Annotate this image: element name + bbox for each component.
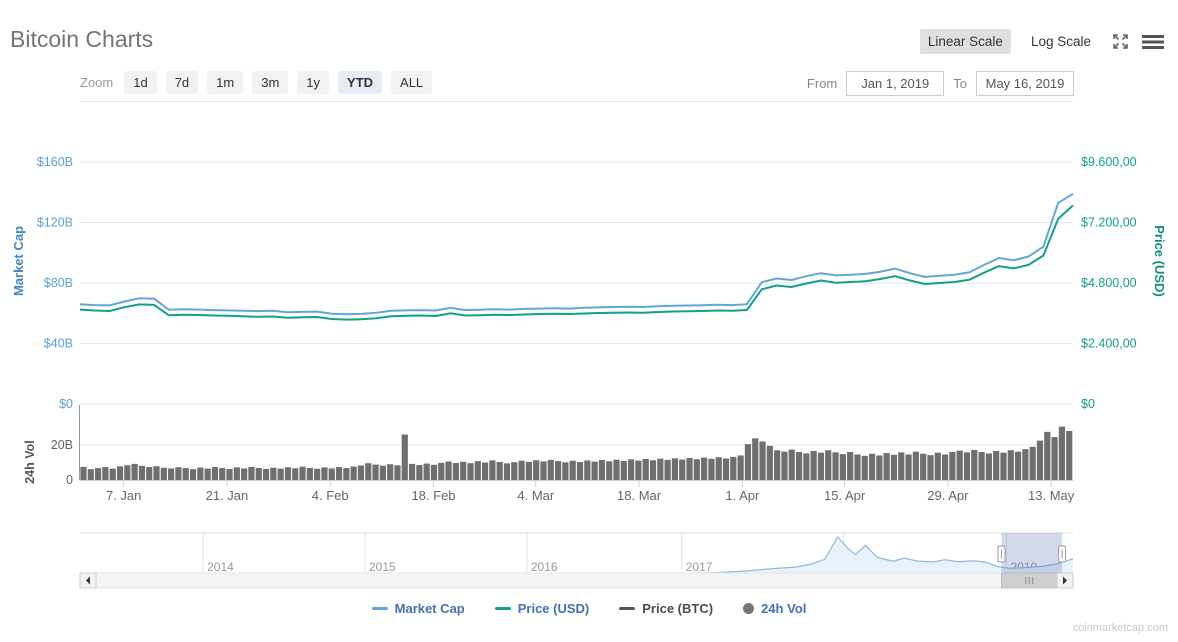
right-axis-tick: $9.600,00 xyxy=(1081,155,1137,169)
legend-item-price-usd-[interactable]: Price (USD) xyxy=(494,601,590,616)
legend-label: Market Cap xyxy=(394,601,465,616)
fullscreen-icon[interactable] xyxy=(1111,32,1130,51)
scale-controls: Linear Scale Log Scale xyxy=(919,29,1164,54)
zoom-range-buttons: Zoom 1d 7d 1m 3m 1y YTD ALL xyxy=(80,71,433,94)
x-axis-label: 7. Jan xyxy=(106,488,141,503)
x-axis-label: 13. May xyxy=(1028,488,1075,503)
volume-chart xyxy=(80,426,1073,481)
left-axis-tick: $0 xyxy=(59,397,73,411)
x-axis-label: 4. Mar xyxy=(517,488,555,503)
right-axis-title: Price (USD) xyxy=(1152,225,1167,297)
legend-item-24h-vol[interactable]: 24h Vol xyxy=(743,601,806,616)
left-axis-tick: $40B xyxy=(44,337,73,351)
right-axis-tick: $7.200,00 xyxy=(1081,216,1137,230)
zoom-button-3m[interactable]: 3m xyxy=(252,71,289,94)
volume-axis-title: 24h Vol xyxy=(23,440,37,484)
x-axis-label: 29. Apr xyxy=(927,488,969,503)
legend-label: 24h Vol xyxy=(761,601,807,616)
zoom-button-all[interactable]: ALL xyxy=(391,71,433,94)
chart-controls-row: Zoom 1d 7d 1m 3m 1y YTD ALL From To xyxy=(0,71,1178,97)
legend-swatch xyxy=(371,607,388,610)
date-range-controls: From To xyxy=(807,71,1074,96)
x-axis-label: 21. Jan xyxy=(206,488,249,503)
legend-swatch xyxy=(494,607,511,610)
zoom-button-1y[interactable]: 1y xyxy=(297,71,330,94)
scrollbar[interactable] xyxy=(79,572,1074,589)
from-label: From xyxy=(806,76,838,91)
main-chart xyxy=(79,101,1074,405)
from-date-input[interactable] xyxy=(846,71,945,96)
legend-label: Price (USD) xyxy=(517,601,590,616)
series-price-usd- xyxy=(79,204,1074,321)
scrollbar-track[interactable] xyxy=(95,572,1058,589)
x-axis-label: 18. Feb xyxy=(411,488,455,503)
to-date-input[interactable] xyxy=(976,71,1074,96)
left-axis-title: Market Cap xyxy=(11,226,26,296)
legend-swatch xyxy=(619,607,636,610)
legend-item-market-cap[interactable]: Market Cap xyxy=(371,601,465,616)
page-title: Bitcoin Charts xyxy=(10,26,154,52)
chart-area[interactable]: $160B $120B $80B $40B $0 $9.600,00 $7.200,00 $4… xyxy=(0,96,1178,596)
left-axis-tick: $80B xyxy=(44,276,73,290)
left-axis-tick: $120B xyxy=(37,216,73,230)
log-scale-button[interactable]: Log Scale xyxy=(1030,34,1091,49)
chart-canvas: $160B $120B $80B $40B $0 $9.600,00 $7.200,00 $4… xyxy=(11,101,1167,589)
zoom-button-1m[interactable]: 1m xyxy=(207,71,244,94)
zoom-button-1d[interactable]: 1d xyxy=(124,71,157,94)
right-axis-tick: $4.800,00 xyxy=(1081,276,1137,290)
navigator-year-label: 2017 xyxy=(686,560,713,574)
navigator[interactable]: 201420152016201720182019 xyxy=(80,532,1074,576)
zoom-button-7d[interactable]: 7d xyxy=(165,71,199,94)
to-label: To xyxy=(953,76,967,91)
legend-label: Price (BTC) xyxy=(642,601,714,616)
watermark: coinmarketcap.com xyxy=(1072,622,1168,634)
axes: $160B $120B $80B $40B $0 $9.600,00 $7.200,00 $4… xyxy=(11,155,1167,503)
series-market-cap xyxy=(79,192,1074,316)
x-axis-label: 15. Apr xyxy=(824,488,866,503)
chart-legend: Market Cap Price (USD) Price (BTC) 24h Vol xyxy=(0,601,1178,616)
legend-item-price-btc-[interactable]: Price (BTC) xyxy=(619,601,713,616)
chart-menu-icon[interactable] xyxy=(1142,34,1164,50)
zoom-button-ytd[interactable]: YTD xyxy=(338,71,383,94)
x-axis-label: 1. Apr xyxy=(725,488,760,503)
volume-tick: 20B xyxy=(51,438,73,452)
right-axis-tick: $2.400,00 xyxy=(1081,337,1137,351)
navigator-selected-range[interactable] xyxy=(1001,533,1063,575)
volume-tick: 0 xyxy=(66,473,73,487)
x-axis-label: 4. Feb xyxy=(312,488,349,503)
right-axis-tick: $0 xyxy=(1081,397,1095,411)
left-axis-tick: $160B xyxy=(37,155,73,169)
zoom-label: Zoom xyxy=(80,75,114,90)
navigator-year-label: 2016 xyxy=(531,560,558,574)
legend-swatch xyxy=(743,603,755,614)
linear-scale-button[interactable]: Linear Scale xyxy=(919,29,1011,54)
navigator-year-label: 2014 xyxy=(207,560,234,574)
navigator-year-label: 2015 xyxy=(369,560,396,574)
x-axis-label: 18. Mar xyxy=(617,488,662,503)
